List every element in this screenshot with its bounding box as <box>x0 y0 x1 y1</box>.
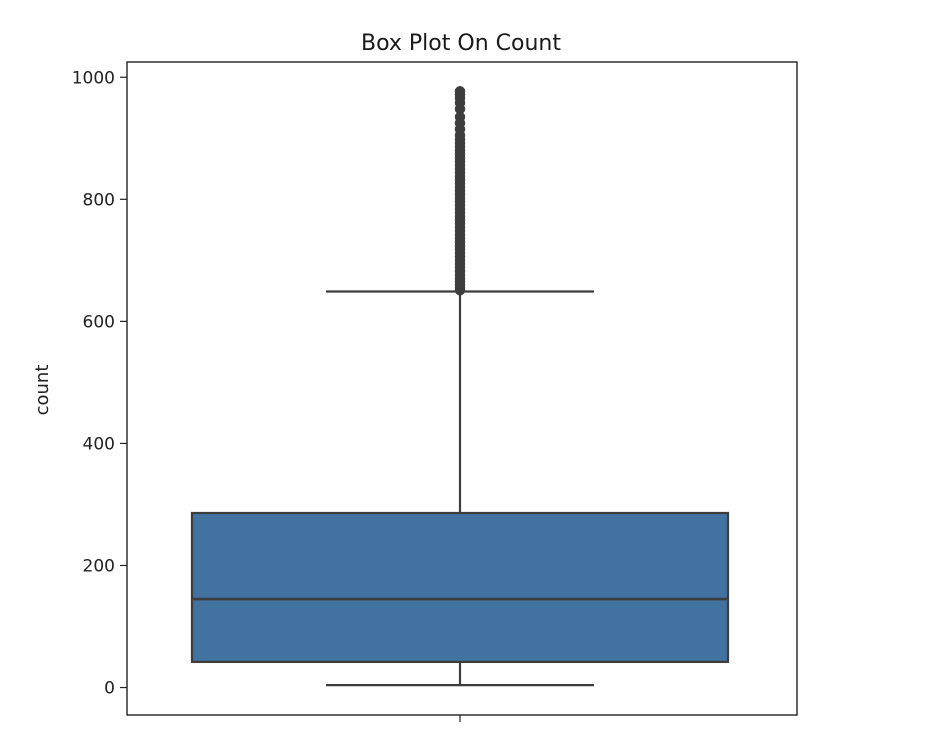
box <box>190 511 730 664</box>
y-axis: 0 200 400 600 800 1000 <box>72 68 127 699</box>
y-tick-label: 200 <box>83 556 115 576</box>
y-tick-label: 400 <box>83 434 115 454</box>
plot-frame <box>126 61 798 716</box>
chart-title: Box Plot On Count <box>361 31 561 56</box>
y-tick-label: 0 <box>104 679 115 699</box>
y-tick-label: 600 <box>83 312 115 332</box>
y-tick-label: 800 <box>83 190 115 210</box>
y-tick-label: 1000 <box>72 68 115 88</box>
y-axis-label: count <box>32 365 53 416</box>
outlier-point <box>454 86 466 97</box>
plot-area <box>190 86 730 687</box>
